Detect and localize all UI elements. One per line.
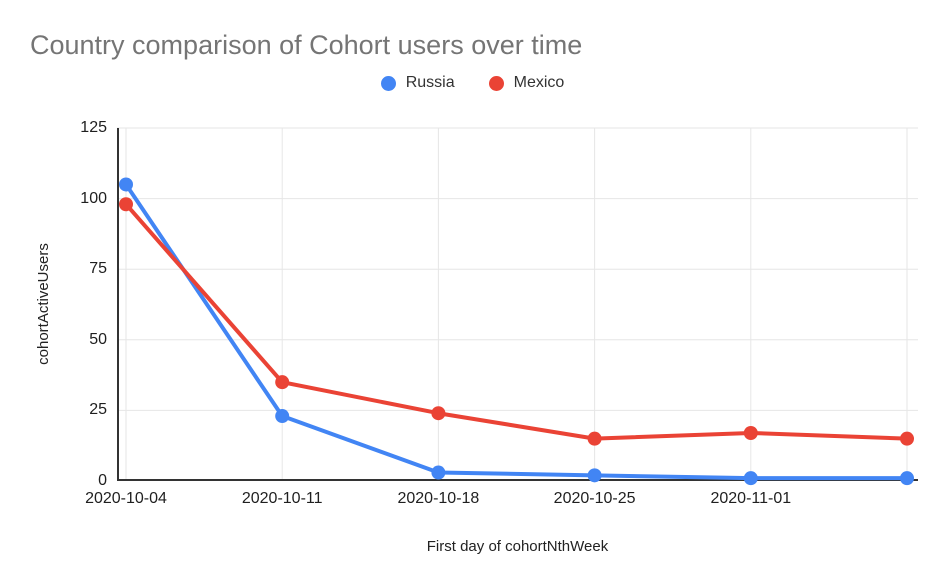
y-tick-label: 25 (89, 401, 107, 419)
y-tick-label: 75 (89, 260, 107, 278)
data-point-mexico[interactable] (587, 431, 602, 446)
data-point-russia[interactable] (743, 471, 758, 486)
series-line-russia (124, 182, 909, 481)
data-point-russia[interactable] (119, 177, 133, 192)
data-point-russia[interactable] (275, 409, 290, 424)
legend-item-russia[interactable]: Russia (380, 74, 455, 92)
x-tick-label: 2020-10-11 (241, 490, 323, 507)
y-tick-label: 100 (80, 189, 107, 207)
legend-label: Mexico (513, 74, 565, 91)
legend-dot-mexico (488, 75, 504, 91)
data-point-mexico[interactable] (275, 375, 290, 390)
legend-label: Russia (405, 74, 455, 91)
chart-title: Country comparison of Cohort users over … (30, 30, 583, 60)
data-point-russia[interactable] (587, 468, 602, 483)
data-point-mexico[interactable] (900, 431, 914, 446)
y-axis-title: cohortActiveUsers (35, 243, 52, 365)
legend-item-mexico[interactable]: Mexico (488, 74, 565, 92)
x-tick-label: 2020-11-01 (710, 490, 792, 507)
x-axis-title: First day of cohortNthWeek (426, 538, 609, 555)
plot-svg (117, 127, 918, 486)
data-point-mexico[interactable] (743, 425, 758, 440)
y-tick-label: 50 (89, 330, 107, 348)
data-point-russia[interactable] (900, 471, 914, 486)
y-tick-label: 125 (80, 119, 107, 136)
y-tick-label: 0 (98, 472, 107, 489)
data-point-mexico[interactable] (119, 197, 133, 212)
x-tick-label (832, 489, 945, 509)
legend-dot-russia (380, 75, 396, 91)
data-point-russia[interactable] (431, 465, 446, 480)
data-point-mexico[interactable] (431, 406, 446, 421)
x-tick-label: 2020-10-04 (85, 490, 167, 507)
x-tick-label: 2020-10-25 (553, 490, 636, 507)
series-line-mexico (124, 202, 909, 441)
chart-legend: Russia Mexico (0, 71, 945, 95)
plot-area (117, 127, 918, 486)
x-tick-label: 2020-10-18 (397, 490, 480, 507)
